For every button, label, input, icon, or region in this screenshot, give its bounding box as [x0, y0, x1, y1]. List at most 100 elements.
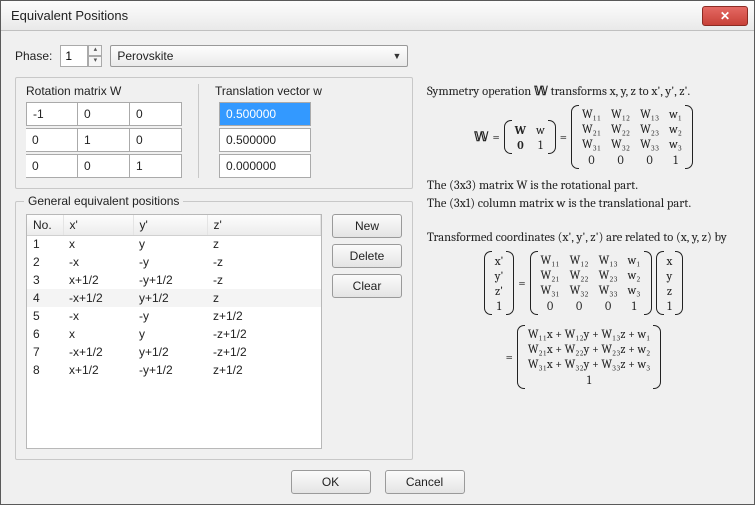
table-header[interactable]: No. — [27, 215, 63, 235]
math-eq2: x'y'z'1 = W₁₁W₁₂W₁₃w₁W₂₁W₂₂W₂₃w₂W₃₁W₃₂W₃… — [427, 251, 740, 315]
table-row[interactable]: 1xyz — [27, 235, 321, 253]
close-icon: ✕ — [720, 9, 730, 23]
rotation-label: Rotation matrix W — [26, 84, 182, 98]
matrix-expand: W₁₁x + W₁₂y + W₁₃z + w₁W₂₁x + W₂₂y + W₂₃… — [523, 327, 655, 387]
explanation-panel: Symmetry operation 𝕎 transforms x, y, z … — [421, 77, 740, 460]
translation-cell[interactable]: 0.500000 — [219, 102, 311, 126]
spin-down-icon[interactable]: ▾ — [88, 56, 102, 67]
table-row[interactable]: 5-x-yz+1/2 — [27, 307, 321, 325]
table-row[interactable]: 4-x+1/2y+1/2z — [27, 289, 321, 307]
ww-symbol: 𝕎 — [534, 85, 548, 99]
ww-lhs: 𝕎 — [474, 130, 488, 145]
col-right: xyz1 — [662, 253, 678, 313]
rotation-cell[interactable]: 0 — [78, 102, 130, 126]
matrix-group: Rotation matrix W -100010001 Translation… — [15, 77, 413, 189]
rotation-grid: -100010001 — [26, 102, 182, 178]
table-cell: -z+1/2 — [207, 325, 321, 343]
window-title: Equivalent Positions — [11, 8, 702, 23]
paren-2x2: Ww01 — [504, 120, 556, 154]
positions-table[interactable]: No.x'y'z'1xyz2-x-y-z3x+1/2-y+1/2-z4-x+1/… — [27, 215, 321, 379]
table-header[interactable]: y' — [133, 215, 207, 235]
table-cell: y — [133, 325, 207, 343]
table-cell: 2 — [27, 253, 63, 271]
table-cell: z — [207, 235, 321, 253]
table-cell: 4 — [27, 289, 63, 307]
window: Equivalent Positions ✕ Phase: ▴ ▾ Perovs… — [0, 0, 755, 505]
rotation-cell[interactable]: 0 — [130, 102, 182, 126]
eq3: = — [506, 350, 513, 365]
table-cell: -x — [63, 253, 133, 271]
table-header[interactable]: x' — [63, 215, 133, 235]
phase-combo-value: Perovskite — [117, 49, 173, 63]
table-cell: z+1/2 — [207, 361, 321, 379]
matrix-4x4: W₁₁W₁₂W₁₃w₁W₂₁W₂₂W₂₃w₂W₃₁W₃₂W₃₃w₃0001 — [577, 107, 687, 167]
paren-4x4: W₁₁W₁₂W₁₃w₁W₂₁W₂₂W₂₃w₂W₃₁W₃₂W₃₃w₃0001 — [571, 105, 693, 169]
table-cell: y — [133, 235, 207, 253]
translation-section: Translation vector w 0.5000000.5000000.0… — [215, 84, 322, 178]
table-cell: x+1/2 — [63, 361, 133, 379]
matrix-2x2: Ww01 — [510, 122, 550, 152]
explain-line2: The (3x3) matrix W is the rotational par… — [427, 179, 740, 193]
explain-line4: Transformed coordinates (x', y', z') are… — [427, 231, 740, 245]
eq1b: = — [560, 130, 567, 145]
columns: Rotation matrix W -100010001 Translation… — [15, 77, 740, 460]
matrix-separator — [198, 84, 199, 178]
phase-label: Phase: — [15, 49, 52, 63]
table-cell: -y — [133, 307, 207, 325]
table-header[interactable]: z' — [207, 215, 321, 235]
rotation-section: Rotation matrix W -100010001 — [26, 84, 182, 178]
ok-button[interactable]: OK — [291, 470, 371, 494]
rotation-cell[interactable]: 0 — [78, 154, 130, 178]
table-cell: x — [63, 325, 133, 343]
table-cell: 6 — [27, 325, 63, 343]
math-eq1: 𝕎 = Ww01 = W₁₁W₁₂W₁₃w₁W₂₁W₂₂W₂₃w₂W₃₁W₃₂W… — [427, 105, 740, 169]
table-row[interactable]: 8x+1/2-y+1/2z+1/2 — [27, 361, 321, 379]
rotation-cell[interactable]: 0 — [130, 128, 182, 152]
table-cell: x+1/2 — [63, 271, 133, 289]
phase-input[interactable] — [60, 45, 88, 67]
table-cell: -y+1/2 — [133, 361, 207, 379]
phase-spinner[interactable]: ▴ ▾ — [60, 45, 102, 67]
table-cell: y+1/2 — [133, 289, 207, 307]
phase-row: Phase: ▴ ▾ Perovskite ▼ — [15, 45, 740, 67]
translation-cell[interactable]: 0.000000 — [219, 154, 311, 178]
dialog-body: Phase: ▴ ▾ Perovskite ▼ Rotation mat — [1, 31, 754, 504]
eq2: = — [518, 276, 525, 291]
equivalent-positions-legend: General equivalent positions — [24, 194, 183, 208]
footer: OK Cancel — [15, 460, 740, 494]
table-cell: z+1/2 — [207, 307, 321, 325]
explain-line1b: transforms x, y, z to x', y', z'. — [548, 85, 690, 99]
cancel-button[interactable]: Cancel — [385, 470, 465, 494]
table-buttons: New Delete Clear — [332, 214, 402, 449]
table-cell: -x+1/2 — [63, 343, 133, 361]
table-cell: 8 — [27, 361, 63, 379]
spin-up-icon[interactable]: ▴ — [88, 45, 102, 56]
explain-line1a: Symmetry operation — [427, 85, 534, 99]
table-cell: -z — [207, 253, 321, 271]
table-row[interactable]: 6xy-z+1/2 — [27, 325, 321, 343]
rotation-cell[interactable]: 1 — [78, 128, 130, 152]
col-left: x'y'z'1 — [490, 253, 509, 313]
table-cell: -x+1/2 — [63, 289, 133, 307]
clear-button[interactable]: Clear — [332, 274, 402, 298]
table-cell: 7 — [27, 343, 63, 361]
positions-table-wrap: No.x'y'z'1xyz2-x-y-z3x+1/2-y+1/2-z4-x+1/… — [26, 214, 322, 449]
table-row[interactable]: 2-x-y-z — [27, 253, 321, 271]
math-eq3: = W₁₁x + W₁₂y + W₁₃z + w₁W₂₁x + W₂₂y + W… — [427, 325, 740, 389]
table-cell: -z+1/2 — [207, 343, 321, 361]
rotation-cell[interactable]: 1 — [130, 154, 182, 178]
close-button[interactable]: ✕ — [702, 6, 748, 26]
rotation-cell[interactable]: -1 — [26, 102, 78, 126]
table-row[interactable]: 7-x+1/2y+1/2-z+1/2 — [27, 343, 321, 361]
table-row[interactable]: 3x+1/2-y+1/2-z — [27, 271, 321, 289]
titlebar: Equivalent Positions ✕ — [1, 1, 754, 31]
phase-combobox[interactable]: Perovskite ▼ — [110, 45, 408, 67]
matrix-4x4b: W₁₁W₁₂W₁₃w₁W₂₁W₂₂W₂₃w₂W₃₁W₃₂W₃₃w₃0001 — [536, 253, 646, 313]
delete-button[interactable]: Delete — [332, 244, 402, 268]
rotation-cell[interactable]: 0 — [26, 154, 78, 178]
paren-colR: xyz1 — [656, 251, 684, 315]
paren-colL: x'y'z'1 — [484, 251, 515, 315]
translation-cell[interactable]: 0.500000 — [219, 128, 311, 152]
new-button[interactable]: New — [332, 214, 402, 238]
rotation-cell[interactable]: 0 — [26, 128, 78, 152]
